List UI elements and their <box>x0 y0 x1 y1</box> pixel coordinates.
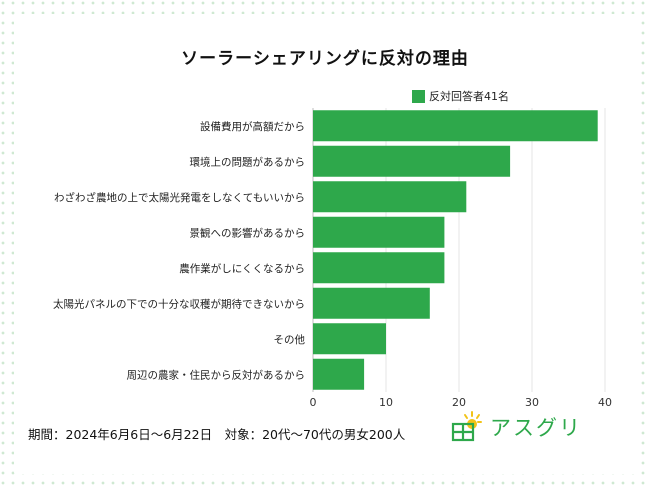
legend-label: 反対回答者41名 <box>429 90 509 103</box>
bar <box>313 216 445 248</box>
x-tick-label: 30 <box>525 396 539 409</box>
asuguri-logo: アスグリ <box>450 410 582 444</box>
category-label: その他 <box>274 333 306 346</box>
chart-title: ソーラーシェアリングに反対の理由 <box>181 49 469 69</box>
category-label: 環境上の問題があるから <box>190 155 306 168</box>
bar <box>313 358 365 390</box>
category-label: 周辺の農家・住民から反対があるから <box>127 368 306 381</box>
bar <box>313 110 598 142</box>
legend: 反対回答者41名 <box>412 88 509 104</box>
x-tick-label: 40 <box>598 396 612 409</box>
bar <box>313 323 386 355</box>
x-tick-label: 10 <box>379 396 393 409</box>
bar <box>313 287 430 319</box>
field-sun-icon <box>451 411 482 442</box>
bar <box>313 145 511 177</box>
x-tick-label: 0 <box>310 396 317 409</box>
survey-footnote: 期間：2024年6月6日〜6月22日 対象：20代〜70代の男女200人 <box>28 427 406 442</box>
category-label: 景観への影響があるから <box>190 226 306 239</box>
category-labels: 設備費用が高額だから環境上の問題があるからわざわざ農地の上で太陽光発電をしなくて… <box>53 120 305 382</box>
bar <box>313 252 445 284</box>
category-label: わざわざ農地の上で太陽光発電をしなくてもいいから <box>54 191 305 204</box>
x-tick-labels: 0 10 20 30 40 <box>310 396 613 409</box>
category-label: 農作業がしにくくなるから <box>179 262 305 275</box>
legend-swatch <box>412 89 425 103</box>
category-label: 設備費用が高額だから <box>200 120 305 133</box>
x-tick-label: 20 <box>452 396 466 409</box>
logo-text: アスグリ <box>490 416 582 440</box>
category-label: 太陽光パネルの下での十分な収穫が期待できないから <box>53 297 305 310</box>
bar <box>313 181 467 213</box>
chart-bars <box>313 110 598 390</box>
